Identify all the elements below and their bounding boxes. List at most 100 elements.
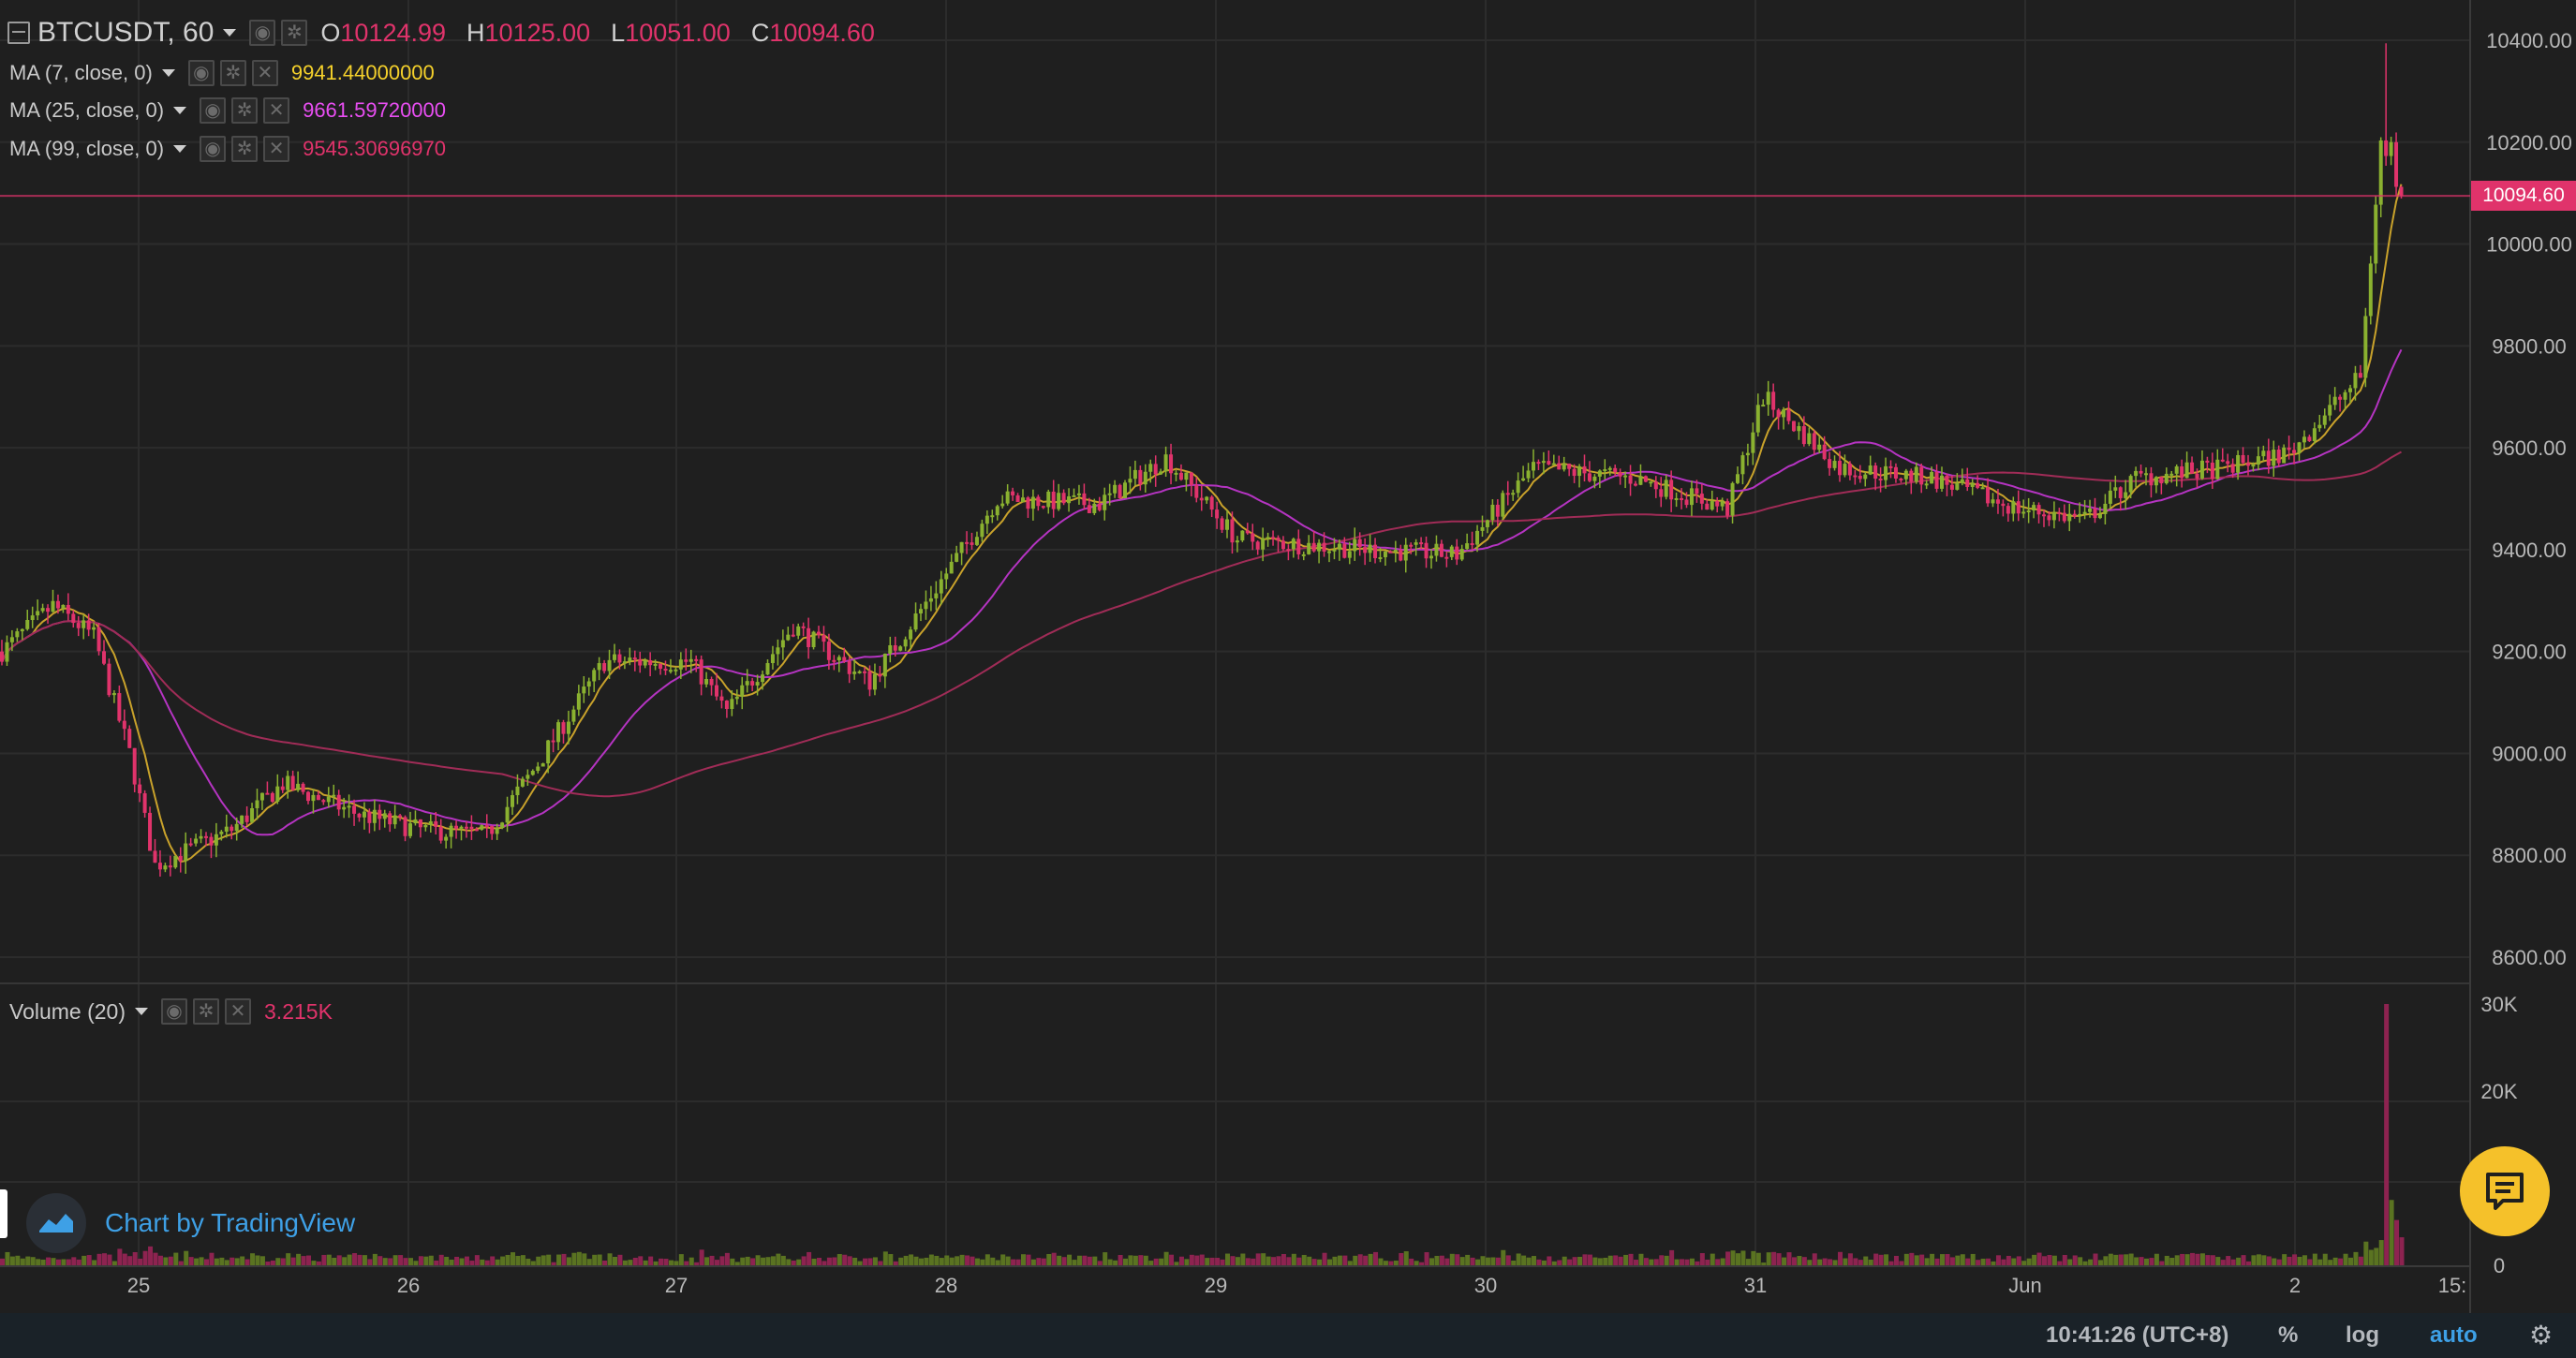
ma-line: [1, 348, 2403, 836]
indicator-label[interactable]: Volume (20): [9, 998, 126, 1024]
candle-body: [51, 600, 55, 613]
close-icon[interactable]: ✕: [263, 97, 290, 124]
collapse-icon[interactable]: [7, 22, 30, 44]
volume-bar: [684, 1261, 689, 1265]
log-toggle[interactable]: log: [2346, 1322, 2379, 1348]
volume-bar: [5, 1251, 10, 1265]
volume-bar: [184, 1250, 189, 1265]
volume-bar: [1261, 1253, 1266, 1265]
volume-bar: [71, 1257, 77, 1265]
side-tab[interactable]: [0, 1189, 7, 1238]
candle-body: [1057, 493, 1061, 509]
indicator-label[interactable]: MA (25, close, 0): [9, 98, 165, 122]
volume-bar: [1138, 1255, 1144, 1265]
indicator-ma25[interactable]: MA (25, close, 0) ◉ ✲ ✕ 9661.59720000: [9, 97, 446, 124]
volume-bar: [342, 1257, 348, 1265]
volume-bar: [1521, 1255, 1527, 1265]
candle-body: [540, 763, 545, 767]
candle-body: [1797, 426, 1801, 432]
gear-icon[interactable]: ✲: [281, 20, 308, 46]
clock[interactable]: 10:41:26 (UTC+8): [2046, 1322, 2229, 1348]
chart-canvas[interactable]: 10400.00 10200.00 10000.00 9800.00 9600.00 94…: [0, 0, 2576, 1313]
gear-icon[interactable]: ✲: [231, 97, 259, 124]
volume-bar: [1659, 1255, 1665, 1265]
candle-body: [1011, 491, 1015, 495]
volume-bar: [520, 1255, 526, 1265]
candle-body: [2093, 508, 2097, 519]
candle-body: [9, 637, 14, 642]
volume-bar: [311, 1261, 317, 1265]
time-tick-label: 2: [2289, 1274, 2301, 1297]
indicator-dropdown-icon[interactable]: [173, 145, 187, 153]
candle-body: [1092, 503, 1097, 513]
volume-bar: [117, 1248, 123, 1265]
volume-bar: [1965, 1258, 1971, 1265]
volume-bar: [2205, 1255, 2211, 1265]
candle-body: [1327, 551, 1331, 554]
close-icon[interactable]: ✕: [263, 136, 290, 162]
eye-icon[interactable]: ◉: [200, 97, 227, 124]
volume-bar: [668, 1260, 674, 1265]
candle-body: [765, 663, 770, 675]
volume-bar: [745, 1256, 750, 1265]
volume-bar: [2226, 1256, 2231, 1265]
eye-icon[interactable]: ◉: [161, 998, 188, 1025]
volume-bar: [1061, 1257, 1067, 1265]
volume-bar: [1945, 1254, 1950, 1265]
symbol-name[interactable]: BTCUSDT, 60: [37, 17, 215, 48]
volume-bar: [40, 1259, 46, 1265]
gear-icon[interactable]: ⚙: [2529, 1321, 2554, 1350]
indicator-ma7[interactable]: MA (7, close, 0) ◉ ✲ ✕ 9941.44000000: [9, 60, 435, 86]
volume-bar: [1041, 1258, 1046, 1265]
volume-tick-label: 0: [2494, 1254, 2505, 1277]
candle-body: [770, 654, 775, 664]
candle-body: [715, 685, 718, 697]
candle-body: [1307, 542, 1311, 554]
indicator-dropdown-icon[interactable]: [173, 107, 187, 114]
gear-icon[interactable]: ✲: [219, 60, 246, 86]
volume-bar: [495, 1259, 500, 1265]
indicator-dropdown-icon[interactable]: [135, 1008, 149, 1015]
candle-body: [668, 670, 673, 672]
chat-button[interactable]: [2460, 1146, 2550, 1236]
candle-body: [2113, 487, 2118, 491]
candle-body: [2272, 450, 2276, 466]
eye-icon[interactable]: ◉: [200, 136, 227, 162]
indicator-ma99[interactable]: MA (99, close, 0) ◉ ✲ ✕ 9545.30696970: [9, 136, 446, 162]
gear-icon[interactable]: ✲: [193, 998, 220, 1025]
candle-body: [1337, 543, 1341, 550]
candle-body: [306, 791, 310, 802]
time-axis[interactable]: 25 26 27 28 29 30 31 Jun 2 15:: [127, 1274, 2467, 1297]
volume-bar: [1643, 1258, 1649, 1265]
candle-body: [1347, 551, 1352, 558]
tradingview-branding[interactable]: Chart by TradingView: [26, 1193, 355, 1253]
close-icon[interactable]: ✕: [225, 998, 252, 1025]
percent-toggle[interactable]: %: [2278, 1322, 2299, 1348]
volume-bar: [418, 1256, 423, 1265]
indicator-volume[interactable]: Volume (20) ◉ ✲ ✕ 3.215K: [9, 998, 333, 1025]
candle-body: [1899, 478, 1903, 480]
candle-body: [1490, 504, 1495, 521]
gear-icon[interactable]: ✲: [231, 136, 259, 162]
volume-bar: [1199, 1254, 1205, 1265]
candle-body: [1475, 530, 1480, 545]
volume-bar: [622, 1260, 628, 1265]
close-icon[interactable]: ✕: [251, 60, 278, 86]
indicator-dropdown-icon[interactable]: [161, 69, 175, 77]
symbol-dropdown-icon[interactable]: [223, 29, 237, 37]
volume-bar: [653, 1261, 659, 1265]
price-axis[interactable]: 10400.00 10200.00 10000.00 9800.00 9600.00 94…: [2486, 29, 2572, 969]
indicator-label[interactable]: MA (99, close, 0): [9, 137, 165, 160]
auto-toggle[interactable]: auto: [2430, 1322, 2478, 1348]
candle-body: [1036, 496, 1041, 507]
volume-bar: [882, 1251, 888, 1265]
candle-body: [1465, 543, 1470, 550]
volume-bar: [566, 1257, 571, 1265]
volume-bar: [832, 1257, 837, 1265]
indicator-label[interactable]: MA (7, close, 0): [9, 61, 153, 84]
volume-bar: [286, 1253, 291, 1265]
eye-icon[interactable]: ◉: [187, 60, 215, 86]
eye-icon[interactable]: ◉: [249, 20, 276, 46]
tradingview-link[interactable]: Chart by TradingView: [105, 1208, 356, 1237]
candle-body: [92, 627, 96, 630]
